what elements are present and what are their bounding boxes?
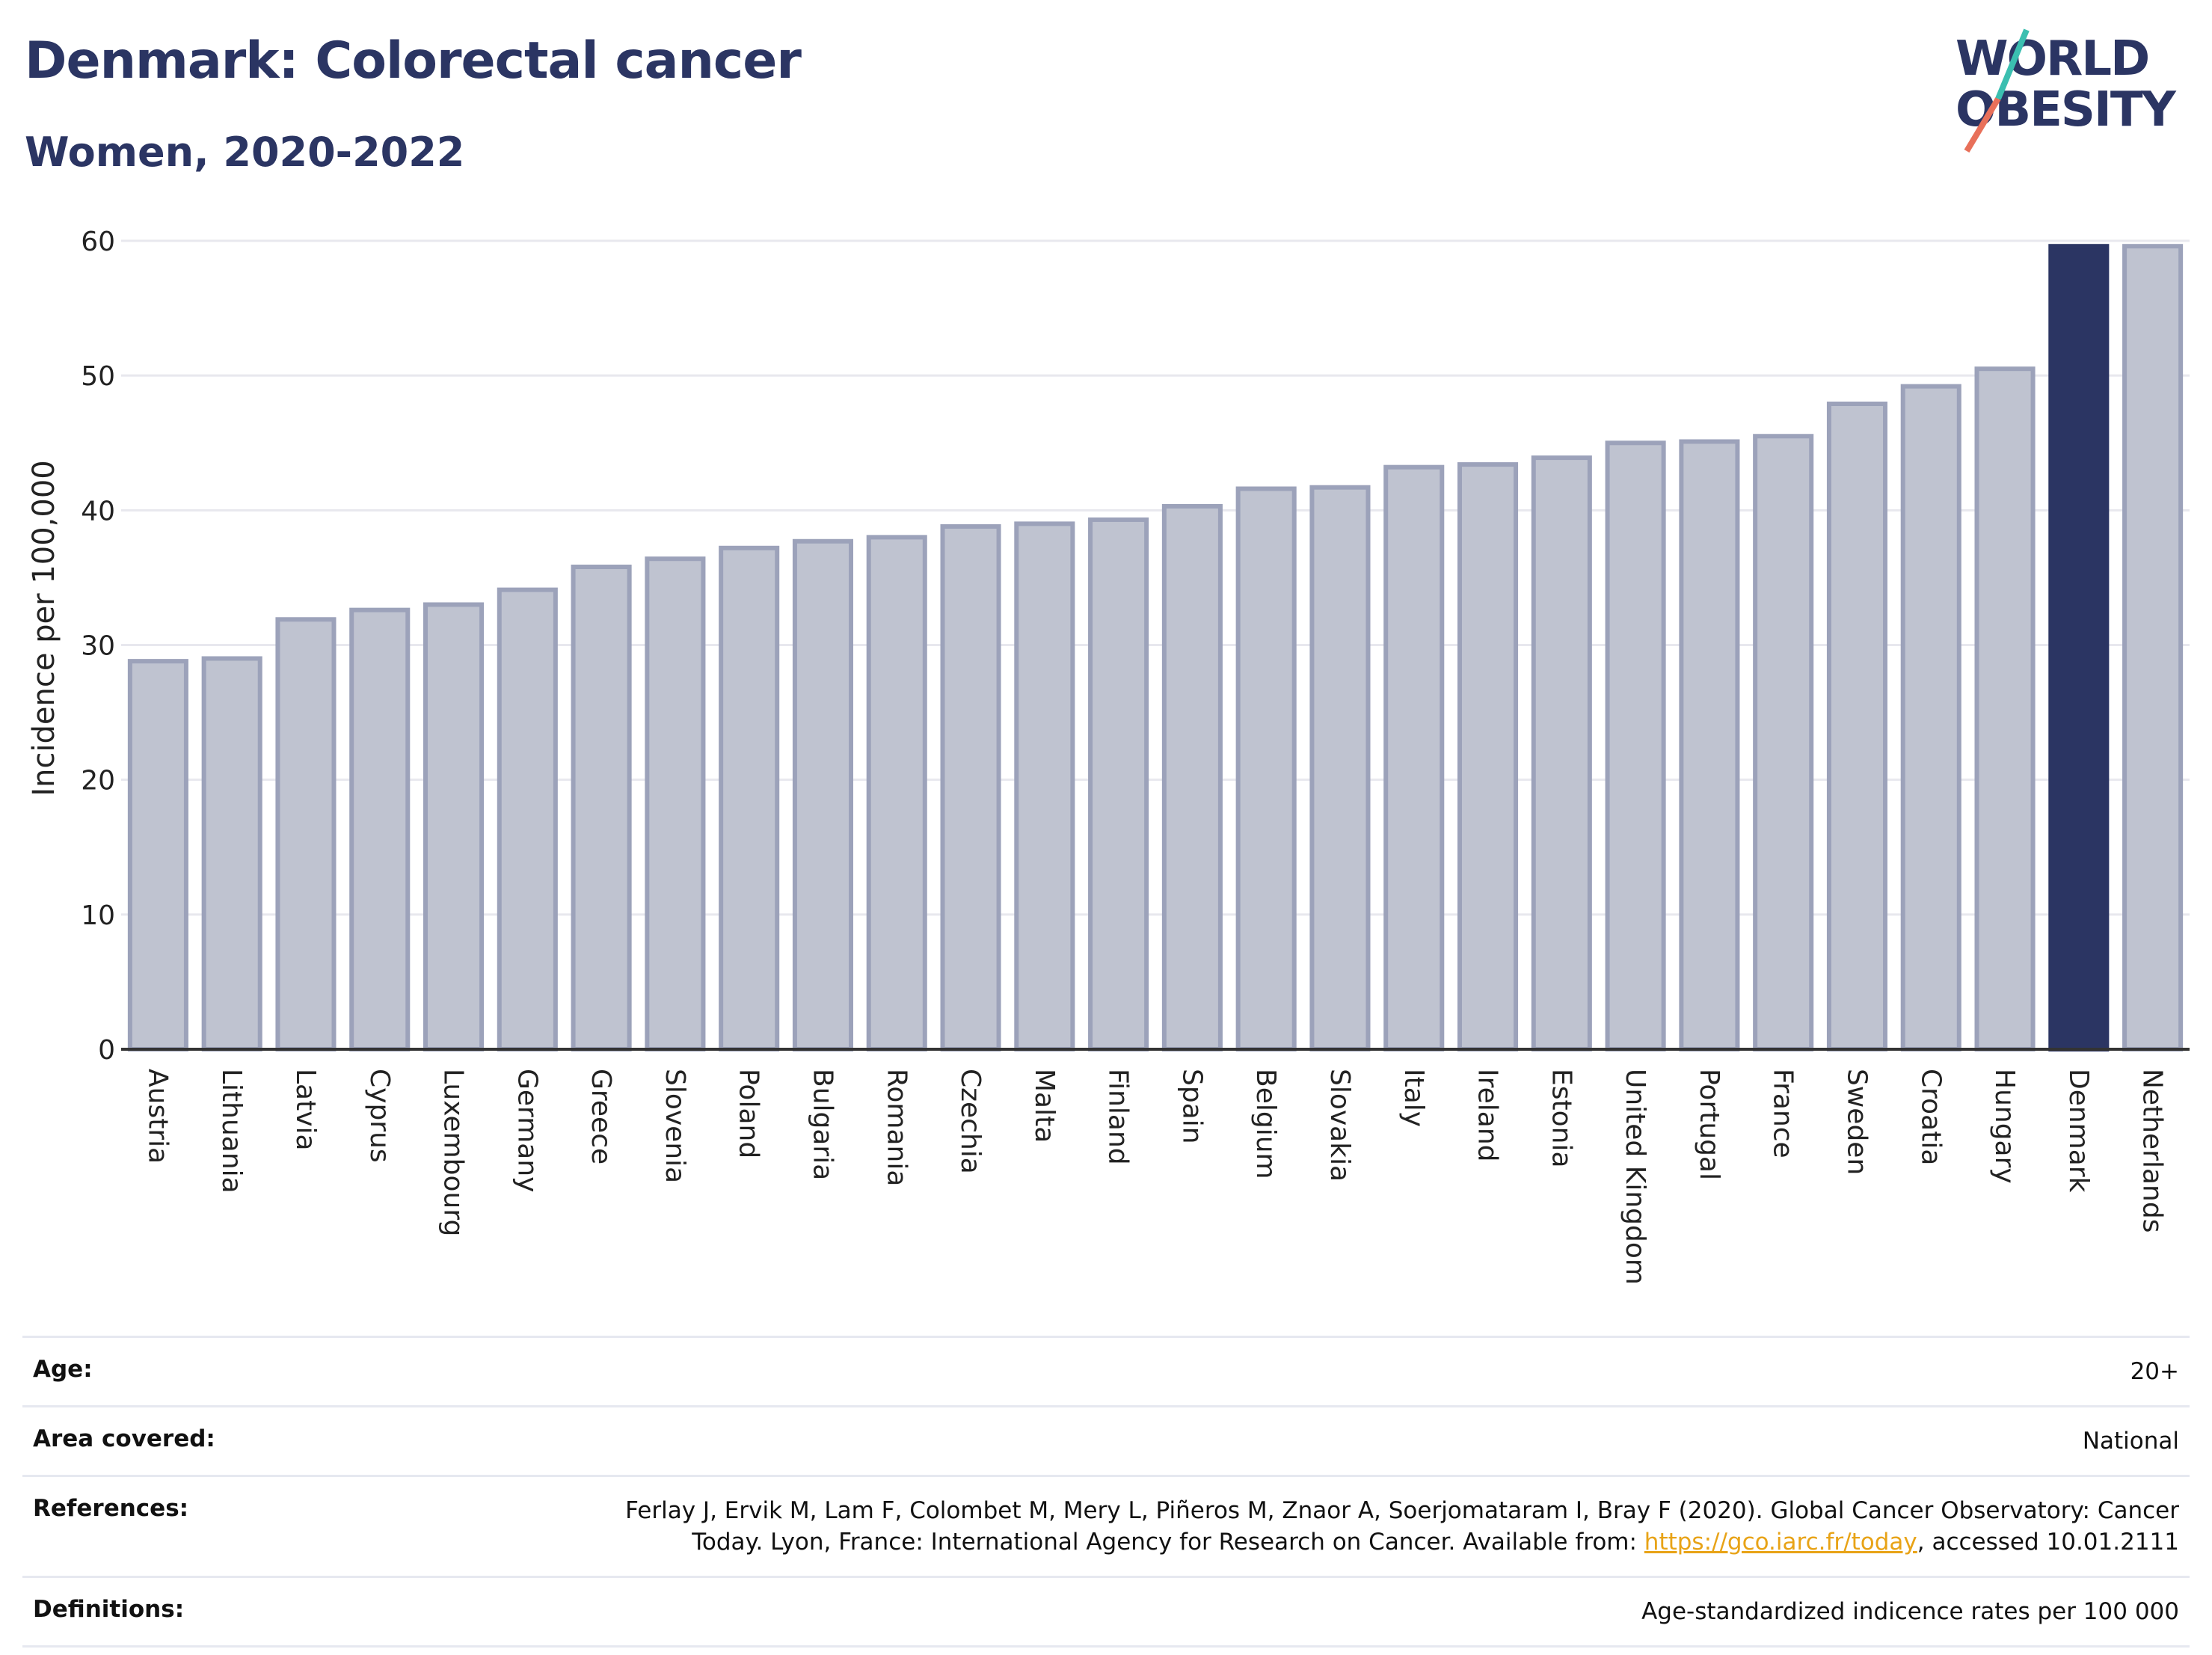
meta-definitions-label: Definitions: xyxy=(33,1596,185,1623)
x-tick-labels: Austria Lithuania Latvia Cyprus Luxembourg Ge… xyxy=(142,1069,2167,1285)
bar-romania xyxy=(866,535,927,1051)
bars xyxy=(127,244,2184,1051)
x-tick-label: Italy xyxy=(1398,1069,1429,1127)
meta-row-references: References: Ferlay J, Ervik M, Lam F, Co… xyxy=(22,1475,2190,1576)
bar-latvia xyxy=(275,617,337,1051)
x-tick-label: Greece xyxy=(586,1069,616,1164)
x-tick-label: Germany xyxy=(511,1069,542,1192)
meta-definitions-value: Age-standardized indicence rates per 100… xyxy=(1641,1598,2179,1625)
x-tick-label: Czechia xyxy=(955,1069,986,1174)
meta-references-value: Ferlay J, Ervik M, Lam F, Colombet M, Me… xyxy=(571,1495,2179,1558)
x-tick-label: Sweden xyxy=(1841,1069,1872,1175)
x-tick-label: Cyprus xyxy=(364,1069,395,1163)
bar-lithuania xyxy=(201,656,262,1051)
x-tick-label: Malta xyxy=(1029,1069,1060,1143)
x-tick-label: Spain xyxy=(1176,1069,1207,1144)
bar-united-kingdom xyxy=(1605,440,1666,1051)
x-tick-label: Romania xyxy=(881,1069,912,1186)
x-tick-label: Lithuania xyxy=(216,1069,247,1194)
bar-cyprus xyxy=(349,607,411,1051)
bar-belgium xyxy=(1235,486,1297,1051)
y-tick-label: 40 xyxy=(81,496,115,526)
bar-malta xyxy=(1014,521,1075,1051)
page-subtitle: Women, 2020-2022 xyxy=(25,129,465,176)
x-tick-label: Luxembourg xyxy=(438,1069,469,1236)
x-tick-label: France xyxy=(1768,1069,1798,1158)
world-obesity-logo: WORLD OBESITY xyxy=(1956,28,2178,153)
x-tick-label: Belgium xyxy=(1250,1069,1281,1179)
meta-row-definitions: Definitions: Age-standardized indicence … xyxy=(22,1576,2190,1648)
bar-hungary xyxy=(1974,366,2036,1051)
logo-slash-lower xyxy=(1964,96,2001,153)
y-tick-label: 30 xyxy=(81,631,115,662)
y-axis-label: Incidence per 100,000 xyxy=(27,460,61,796)
bar-croatia xyxy=(1900,384,1961,1051)
metadata-table: Age: 20+ Area covered: National Referenc… xyxy=(22,1336,2190,1648)
bar-estonia xyxy=(1531,455,1592,1051)
bar-netherlands xyxy=(2122,244,2184,1051)
bar-poland xyxy=(719,545,780,1051)
bar-luxembourg xyxy=(423,602,485,1051)
x-tick-label: Poland xyxy=(734,1069,764,1158)
references-text: Ferlay J, Ervik M, Lam F, Colombet M, Me… xyxy=(625,1497,2179,1556)
y-tick-labels: 0 10 20 30 40 50 60 xyxy=(81,227,115,1066)
bar-chart: 0 10 20 30 40 50 60 Austria Lithuania Latvia Cypr… xyxy=(27,227,2190,1285)
bar-greece xyxy=(571,565,632,1051)
x-tick-label: Portugal xyxy=(1694,1069,1724,1180)
bar-sweden xyxy=(1826,402,1888,1051)
x-tick-label: United Kingdom xyxy=(1620,1069,1650,1285)
x-tick-label: Austria xyxy=(142,1069,173,1164)
bar-ireland xyxy=(1457,462,1519,1051)
meta-area-label: Area covered: xyxy=(33,1425,215,1452)
x-tick-label: Hungary xyxy=(1989,1069,2020,1184)
bar-france xyxy=(1753,434,1814,1051)
bar-denmark xyxy=(2048,244,2110,1051)
x-tick-label: Ireland xyxy=(1472,1069,1503,1162)
bar-austria xyxy=(127,659,188,1051)
x-tick-label: Latvia xyxy=(290,1069,321,1151)
meta-area-value: National xyxy=(2082,1428,2179,1455)
bar-slovenia xyxy=(645,556,706,1051)
y-tick-label: 50 xyxy=(81,361,115,392)
y-tick-label: 10 xyxy=(81,900,115,931)
bar-italy xyxy=(1383,464,1445,1051)
bar-spain xyxy=(1161,503,1223,1051)
x-tick-label: Slovakia xyxy=(1324,1069,1355,1182)
bar-germany xyxy=(497,587,558,1051)
meta-row-age: Age: 20+ xyxy=(22,1336,2190,1405)
meta-age-value: 20+ xyxy=(2130,1358,2179,1385)
x-tick-label: Estonia xyxy=(1546,1069,1576,1168)
logo-slash-upper xyxy=(1995,28,2030,100)
x-tick-label: Denmark xyxy=(2063,1069,2094,1193)
references-link[interactable]: https://gco.iarc.fr/today xyxy=(1644,1529,1917,1556)
meta-age-label: Age: xyxy=(33,1356,93,1383)
references-suffix: , accessed 10.01.2111 xyxy=(1917,1529,2179,1556)
bar-czechia xyxy=(940,523,1001,1051)
x-tick-label: Bulgaria xyxy=(807,1069,838,1180)
y-tick-label: 0 xyxy=(98,1035,115,1066)
bar-bulgaria xyxy=(792,538,854,1051)
y-tick-label: 60 xyxy=(81,227,115,257)
meta-references-label: References: xyxy=(33,1495,189,1522)
x-tick-label: Croatia xyxy=(1915,1069,1946,1165)
x-tick-label: Slovenia xyxy=(660,1069,690,1183)
bar-portugal xyxy=(1679,439,1740,1051)
meta-row-area: Area covered: National xyxy=(22,1405,2190,1475)
x-tick-label: Netherlands xyxy=(2137,1069,2168,1232)
bar-finland xyxy=(1088,517,1149,1051)
bar-slovakia xyxy=(1309,485,1371,1051)
page-title: Denmark: Colorectal cancer xyxy=(25,31,802,90)
y-tick-label: 20 xyxy=(81,766,115,796)
logo-word-world: WORLD xyxy=(1956,31,2148,87)
x-tick-label: Finland xyxy=(1103,1069,1134,1165)
